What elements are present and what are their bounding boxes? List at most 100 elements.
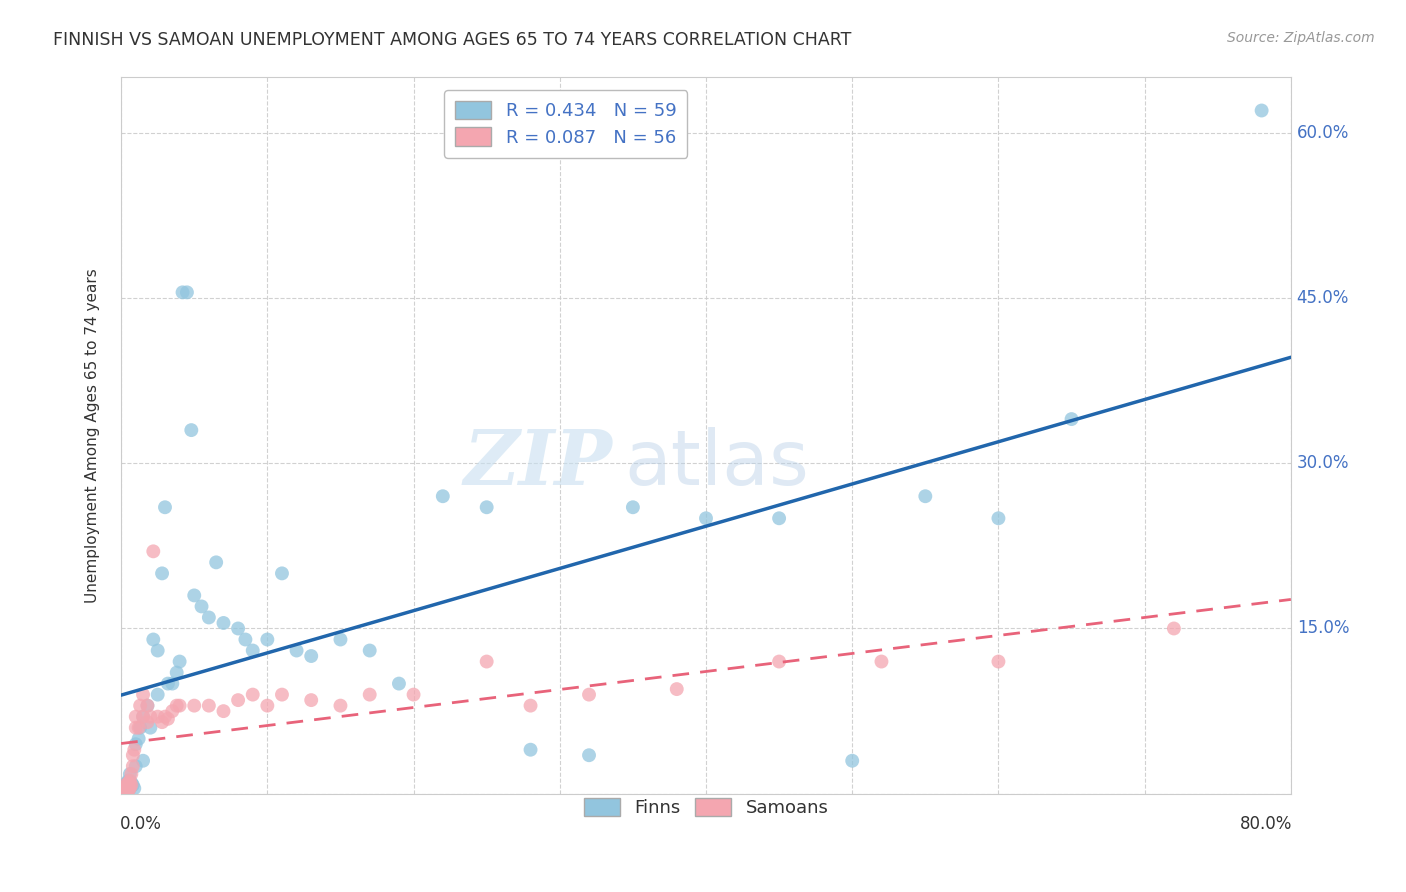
Text: 30.0%: 30.0% (1296, 454, 1350, 472)
Point (519, 742, 541, 756)
Point (121, 759, 143, 773)
Point (117, 783, 139, 797)
Point (1060, 412, 1083, 426)
Point (359, 688, 381, 702)
Point (129, 721, 152, 735)
Point (183, 698, 205, 713)
Point (519, 698, 541, 713)
Point (146, 643, 169, 657)
Point (172, 285, 194, 300)
Text: 80.0%: 80.0% (1240, 815, 1292, 833)
Point (128, 721, 150, 735)
Point (115, 783, 138, 797)
Point (205, 555, 228, 569)
Text: 15.0%: 15.0% (1296, 619, 1350, 638)
Text: atlas: atlas (624, 427, 808, 501)
Point (153, 500, 176, 515)
Point (142, 544, 165, 558)
Point (226, 622, 249, 636)
Point (156, 676, 179, 690)
Text: FINNISH VS SAMOAN UNEMPLOYMENT AMONG AGES 65 TO 74 YEARS CORRELATION CHART: FINNISH VS SAMOAN UNEMPLOYMENT AMONG AGE… (53, 31, 852, 49)
Point (475, 500, 498, 515)
Point (914, 489, 936, 503)
Point (665, 682, 688, 697)
Point (271, 688, 294, 702)
Point (139, 721, 162, 735)
Point (242, 688, 264, 702)
Point (117, 781, 139, 796)
Point (114, 781, 136, 796)
Point (129, 698, 152, 713)
Point (120, 767, 142, 781)
Point (117, 773, 139, 788)
Point (180, 423, 202, 437)
Point (115, 776, 138, 790)
Point (150, 715, 173, 730)
Point (115, 781, 138, 796)
Text: Source: ZipAtlas.com: Source: ZipAtlas.com (1227, 31, 1375, 45)
Point (183, 589, 205, 603)
Point (124, 742, 146, 756)
Point (132, 709, 155, 723)
Point (166, 698, 188, 713)
Point (432, 489, 454, 503)
Point (136, 698, 159, 713)
Point (987, 655, 1010, 669)
Point (329, 632, 352, 647)
Point (118, 781, 141, 796)
Point (117, 781, 139, 796)
Point (150, 566, 173, 581)
Point (136, 698, 159, 713)
Point (359, 643, 381, 657)
Point (115, 778, 138, 792)
Point (768, 511, 790, 525)
Point (402, 688, 425, 702)
Point (132, 709, 155, 723)
Point (114, 781, 136, 796)
Point (114, 783, 136, 797)
Point (578, 748, 600, 763)
Point (117, 776, 139, 790)
Point (118, 767, 141, 781)
Point (190, 599, 212, 614)
Point (121, 778, 143, 792)
Point (118, 773, 141, 788)
Point (125, 759, 148, 773)
Point (125, 721, 148, 735)
Point (114, 778, 136, 792)
Point (226, 693, 249, 707)
Point (621, 500, 644, 515)
Point (146, 709, 169, 723)
Point (329, 698, 352, 713)
Point (162, 676, 184, 690)
Point (136, 715, 159, 730)
Point (139, 709, 162, 723)
Point (987, 511, 1010, 525)
Point (169, 698, 191, 713)
Point (125, 709, 148, 723)
Point (212, 704, 235, 718)
Point (115, 781, 138, 796)
Point (156, 712, 179, 726)
Point (120, 776, 142, 790)
Point (120, 778, 142, 792)
Point (176, 285, 198, 300)
Point (198, 610, 221, 624)
Point (285, 643, 308, 657)
Point (146, 688, 169, 702)
Point (841, 754, 863, 768)
Point (118, 781, 141, 796)
Point (166, 665, 188, 680)
Point (132, 688, 155, 702)
Point (870, 655, 893, 669)
Point (117, 778, 139, 792)
Point (118, 778, 141, 792)
Text: 60.0%: 60.0% (1296, 124, 1350, 142)
Point (388, 676, 411, 690)
Point (169, 655, 191, 669)
Text: ZIP: ZIP (464, 427, 613, 501)
Point (1250, 103, 1272, 118)
Point (125, 737, 148, 751)
Point (142, 632, 165, 647)
Point (256, 632, 278, 647)
